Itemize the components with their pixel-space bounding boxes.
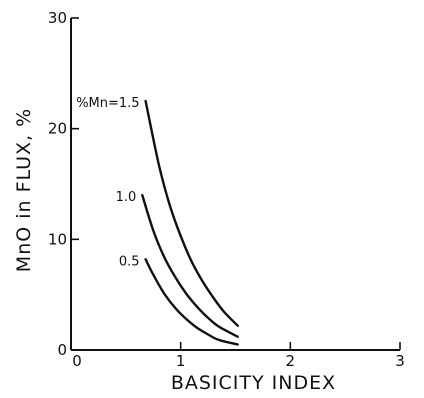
series-label-3: 0.5 xyxy=(119,254,140,269)
series-label-2: 1.0 xyxy=(116,190,137,205)
x-tick-label: 2 xyxy=(286,352,296,370)
y-ticks: 0 10 20 30 xyxy=(48,9,79,359)
axes xyxy=(70,18,400,351)
series-labels: %Mn=1.5 1.0 0.5 xyxy=(76,96,139,269)
x-axis-title: BASICITY INDEX xyxy=(171,372,336,394)
x-tick-label: 1 xyxy=(176,352,186,370)
x-ticks: 0 1 2 3 xyxy=(72,342,405,370)
y-tick-label: 20 xyxy=(48,120,67,138)
y-axis-title: MnO in FLUX, % xyxy=(13,108,35,272)
series-curve-2 xyxy=(141,193,239,338)
x-tick-label: 3 xyxy=(395,352,405,370)
x-tick-label: 0 xyxy=(72,352,82,370)
series-curve-3 xyxy=(144,258,239,346)
series-label-1: %Mn=1.5 xyxy=(76,96,139,111)
curves xyxy=(141,99,239,346)
y-tick-label: 10 xyxy=(48,230,67,248)
y-tick-label: 0 xyxy=(57,341,67,359)
y-tick-label: 30 xyxy=(48,9,67,27)
series-curve-1 xyxy=(144,99,239,327)
